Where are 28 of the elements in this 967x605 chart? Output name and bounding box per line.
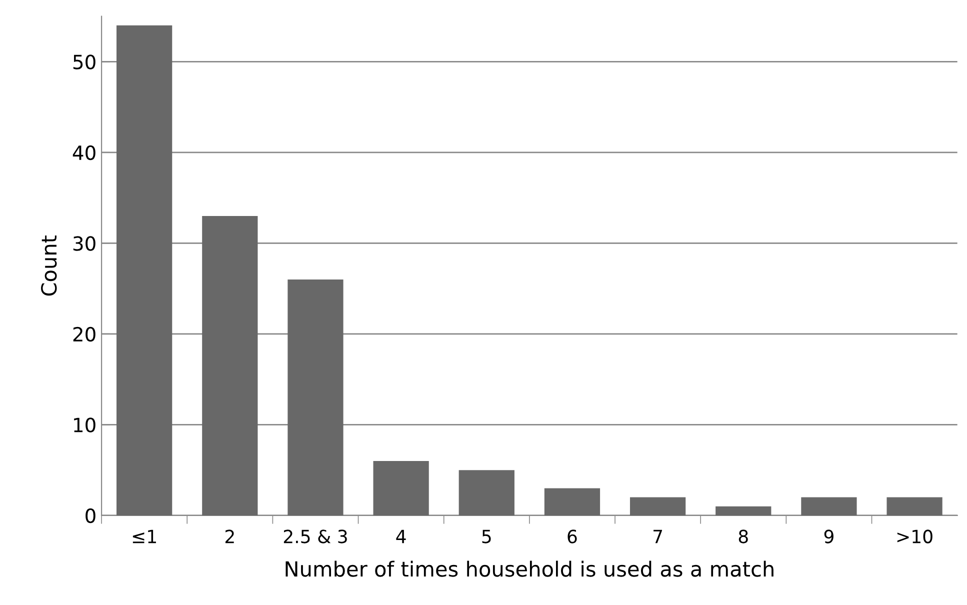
- y-tick-label: 20: [73, 326, 96, 342]
- bar: [630, 497, 686, 516]
- x-tick-label: 2.5 & 3: [284, 530, 347, 544]
- x-tick-label: 6: [568, 530, 577, 544]
- bar: [288, 280, 344, 516]
- x-tick-label: 4: [396, 530, 406, 544]
- x-axis-title: Number of times household is used as a match: [286, 560, 774, 577]
- x-tick-label: 7: [654, 530, 662, 544]
- y-tick-label: 40: [72, 145, 96, 160]
- bar: [202, 216, 258, 516]
- bar: [458, 470, 514, 516]
- x-tick-label: ≤1: [132, 530, 156, 544]
- x-tick-label: 9: [824, 530, 834, 544]
- y-tick-label: 30: [73, 236, 96, 251]
- bar: [801, 497, 857, 516]
- bar: [116, 25, 172, 516]
- x-tick-label: 5: [482, 530, 491, 544]
- bar: [886, 497, 942, 516]
- x-tick-label: 2: [225, 530, 234, 544]
- x-tick-label: >10: [897, 530, 932, 544]
- bar: [373, 461, 429, 516]
- bar: [544, 488, 600, 516]
- x-tick-label: 8: [738, 530, 748, 544]
- bar: [716, 506, 772, 516]
- y-tick-label: 10: [74, 418, 96, 432]
- y-tick-label: 0: [86, 508, 96, 524]
- y-axis-title: Count: [41, 235, 57, 296]
- y-tick-label: 50: [73, 54, 96, 70]
